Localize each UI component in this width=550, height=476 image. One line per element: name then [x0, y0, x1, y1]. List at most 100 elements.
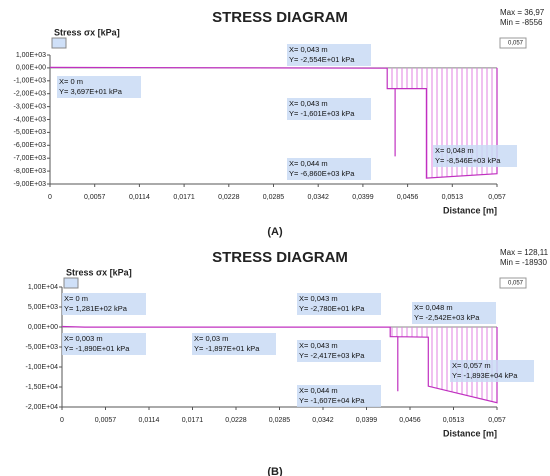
- y-tick-label: -1,00E+04: [26, 364, 59, 371]
- annotation-text: X= 0,044 m: [299, 386, 338, 395]
- annotation-text: Y= 3,697E+01 kPa: [59, 87, 123, 96]
- stress-line: [61, 325, 498, 404]
- y-tick-label: -9,00E+03: [14, 181, 47, 188]
- chart-title: STRESS DIAGRAM: [212, 249, 348, 266]
- annotation-text: Y= -2,780E+01 kPa: [299, 304, 365, 313]
- x-tick-label: 0,0114: [139, 417, 160, 424]
- range-box: [499, 277, 527, 289]
- annotation-box: [62, 293, 146, 315]
- x-tick-label: 0,0342: [312, 417, 334, 424]
- y-tick-label: -6,00E+03: [14, 142, 47, 149]
- annotation-text: X= 0,057 m: [452, 361, 491, 370]
- x-tick-label: 0,0285: [269, 417, 291, 424]
- y-tick-label: -2,00E+04: [26, 404, 59, 411]
- range-label: 0,057: [508, 41, 524, 47]
- annotation-box: [297, 385, 381, 407]
- annotation-text: Y= -1,893E+04 kPa: [452, 371, 518, 380]
- y-tick-label: -5,00E+03: [26, 344, 59, 351]
- y-tick-label: -3,00E+03: [14, 103, 47, 110]
- y-tick-label: 0,00E+00: [16, 65, 46, 72]
- annotation-text: X= 0,003 m: [64, 334, 103, 343]
- y-axis-label: Stress σx [kPa]: [66, 267, 132, 277]
- y-tick-label: 1,00E+04: [28, 284, 58, 291]
- x-tick-label: 0,0171: [173, 194, 195, 201]
- x-tick-label: 0,0171: [182, 417, 204, 424]
- x-tick-label: 0: [48, 194, 52, 201]
- x-tick-label: 0,0057: [95, 417, 117, 424]
- annotation-box: [192, 333, 276, 355]
- y-tick-label: -1,50E+04: [26, 384, 59, 391]
- annotation-text: X= 0,043 m: [299, 341, 338, 350]
- annotation-text: Y= -2,554E+01 kPa: [289, 55, 355, 64]
- stress-line: [49, 66, 498, 179]
- x-tick-label: 0: [60, 417, 64, 424]
- x-tick-label: 0,0228: [225, 417, 247, 424]
- annotation-box: [57, 76, 141, 98]
- caption: (B): [267, 466, 283, 476]
- annotation-text: Y= -1,897E+01 kPa: [194, 344, 260, 353]
- annotation-text: X= 0,044 m: [289, 159, 328, 168]
- x-tick-label: 0,0399: [352, 194, 374, 201]
- x-tick-label: 0,057: [488, 417, 506, 424]
- x-tick-label: 0,0114: [129, 194, 150, 201]
- annotation-box: [287, 44, 371, 66]
- annotation-text: Y= -8,546E+03 kPa: [435, 156, 501, 165]
- annotation-text: X= 0,048 m: [435, 146, 474, 155]
- range-label: 0,057: [508, 281, 524, 287]
- y-tick-label: -8,00E+03: [14, 168, 47, 175]
- stress-area: [50, 67, 497, 179]
- range-box: [499, 37, 527, 49]
- y-tick-label: -1,00E+03: [14, 78, 47, 85]
- y-tick-label: 0,00E+00: [28, 324, 58, 331]
- min-label: Min = -18930: [500, 258, 547, 267]
- annotation-text: Y= -2,417E+03 kPa: [299, 351, 365, 360]
- y-tick-label: -2,00E+03: [14, 91, 47, 98]
- annotation-text: X= 0,043 m: [299, 294, 338, 303]
- annotation-box: [62, 333, 146, 355]
- y-tick-label: 1,00E+03: [16, 52, 46, 59]
- annotation-text: X= 0,048 m: [414, 303, 453, 312]
- x-tick-label: 0,0057: [84, 194, 106, 201]
- annotation-box: [287, 158, 371, 180]
- annotation-text: Y= -1,607E+04 kPa: [299, 396, 365, 405]
- y-tick-label: -5,00E+03: [14, 129, 47, 136]
- annotation-text: Y= -2,542E+03 kPa: [414, 313, 480, 322]
- x-tick-label: 0,0513: [443, 417, 465, 424]
- annotation-text: X= 0 m: [59, 77, 83, 86]
- annotation-box: [433, 145, 517, 167]
- icon-box: [51, 37, 67, 49]
- annotation-text: X= 0,043 m: [289, 99, 328, 108]
- annotation-text: Y= 1,281E+02 kPa: [64, 304, 128, 313]
- y-axis-label: Stress σx [kPa]: [54, 27, 120, 37]
- annotation-text: Y= -1,890E+01 kPa: [64, 344, 130, 353]
- annotation-box: [450, 360, 534, 382]
- annotation-box: [412, 302, 496, 324]
- y-tick-label: 5,00E+03: [28, 304, 58, 311]
- x-tick-label: 0,057: [488, 194, 506, 201]
- y-tick-label: -7,00E+03: [14, 155, 47, 162]
- x-axis-label: Distance [m]: [443, 205, 497, 215]
- max-label: Max = 128,11: [500, 248, 549, 257]
- annotation-box: [297, 340, 381, 362]
- max-label: Max = 36,97: [500, 8, 545, 17]
- x-tick-label: 0,0285: [263, 194, 285, 201]
- x-tick-label: 0,0228: [218, 194, 240, 201]
- annotation-box: [297, 293, 381, 315]
- x-tick-label: 0,0456: [399, 417, 421, 424]
- x-tick-label: 0,0399: [356, 417, 378, 424]
- min-label: Min = -8556: [500, 18, 543, 27]
- x-axis-label: Distance [m]: [443, 428, 497, 438]
- annotation-text: Y= -1,601E+03 kPa: [289, 109, 355, 118]
- icon-box: [63, 277, 79, 289]
- annotation-text: X= 0,043 m: [289, 45, 328, 54]
- annotation-text: X= 0 m: [64, 294, 88, 303]
- annotation-box: [287, 98, 371, 120]
- y-tick-label: -4,00E+03: [14, 116, 47, 123]
- chart-title: STRESS DIAGRAM: [212, 9, 348, 26]
- x-tick-label: 0,0513: [442, 194, 464, 201]
- annotation-text: X= 0,03 m: [194, 334, 228, 343]
- caption: (A): [267, 226, 283, 238]
- annotation-text: Y= -6,860E+03 kPa: [289, 169, 355, 178]
- x-tick-label: 0,0342: [307, 194, 329, 201]
